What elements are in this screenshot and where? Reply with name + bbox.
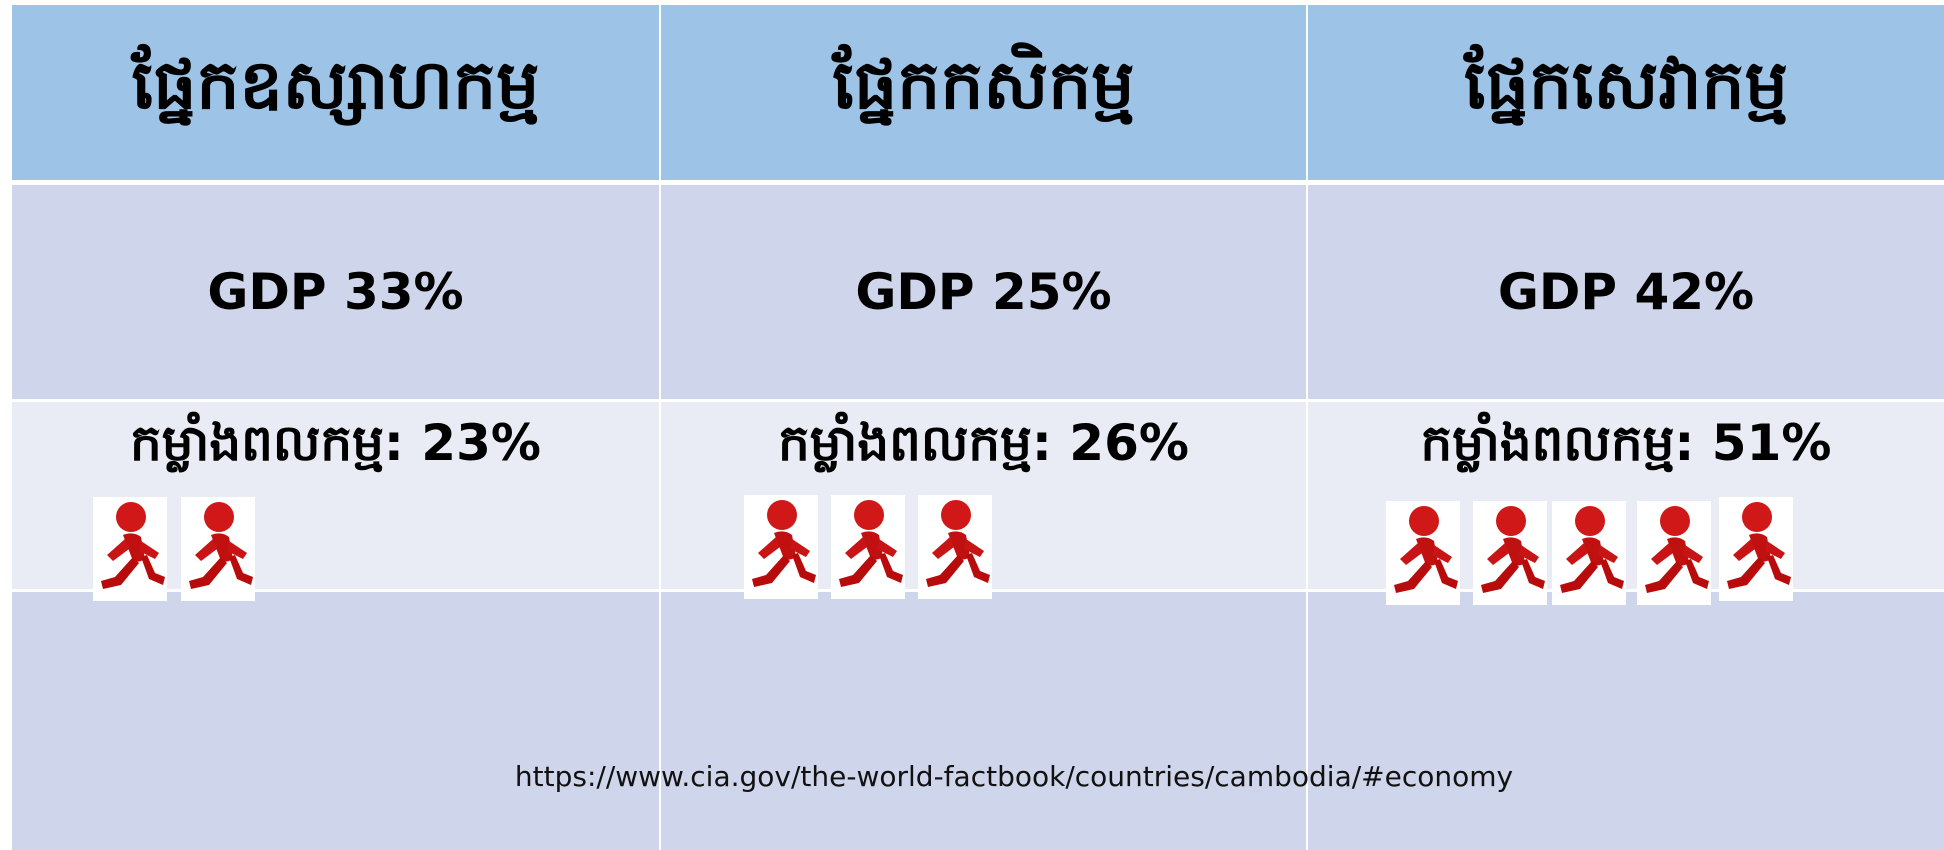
runner-icon bbox=[1719, 497, 1793, 601]
runner-icon bbox=[181, 497, 255, 601]
runner-icon bbox=[1386, 501, 1460, 605]
runner-icon bbox=[831, 495, 905, 599]
header-cell: ផ្នែកកសិកម្ម bbox=[661, 5, 1306, 180]
header-cell: ផ្នែកសេវាកម្ម bbox=[1308, 5, 1944, 180]
runner-icon bbox=[1552, 501, 1626, 605]
gdp-cell: GDP 33% bbox=[12, 185, 659, 399]
source-link: https://www.cia.gov/the-world-factbook/c… bbox=[514, 760, 1514, 793]
empty-cell bbox=[661, 592, 1306, 850]
header-cell: ផ្នែកឧស្សាហកម្ម bbox=[12, 5, 659, 180]
empty-cell bbox=[1308, 592, 1944, 850]
empty-cell bbox=[12, 592, 659, 850]
gdp-cell: GDP 42% bbox=[1308, 185, 1944, 399]
gdp-cell: GDP 25% bbox=[661, 185, 1306, 399]
runner-icon bbox=[918, 495, 992, 599]
runner-icon bbox=[93, 497, 167, 601]
runner-icon bbox=[1637, 501, 1711, 605]
runner-icon bbox=[1473, 501, 1547, 605]
runner-icon bbox=[744, 495, 818, 599]
